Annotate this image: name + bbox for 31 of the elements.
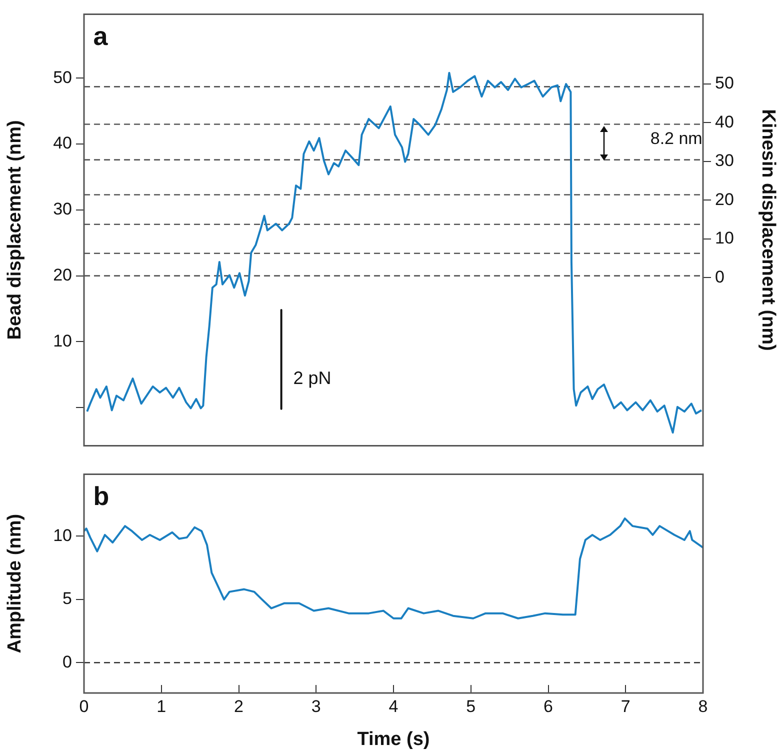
x-tick-label: 0 <box>79 696 89 716</box>
y-tick-label: 10 <box>53 526 72 545</box>
x-tick-label: 2 <box>234 696 244 716</box>
x-tick-label: 8 <box>698 696 708 716</box>
y2-tick-label: 30 <box>715 151 734 170</box>
x-axis-title: Time (s) <box>357 728 430 750</box>
annotation: 2 pN <box>293 368 332 390</box>
y-tick-label: 5 <box>62 589 72 608</box>
x-tick-label: 3 <box>311 696 321 716</box>
y2-tick-label: 40 <box>715 112 734 132</box>
y-tick-label: 0 <box>62 652 72 672</box>
x-tick-label: 7 <box>620 696 630 716</box>
y2-tick-label: 50 <box>715 74 734 93</box>
y-tick-label: 20 <box>53 265 72 284</box>
y2-axis-title: Kinesin displacement (nm) <box>757 109 778 351</box>
y2-tick-label: 0 <box>715 267 724 286</box>
annotation: b <box>93 480 110 512</box>
y-axis-title: Bead displacement (nm) <box>4 120 26 340</box>
y-tick-label: 50 <box>53 68 72 87</box>
x-tick-label: 6 <box>544 696 553 716</box>
annotation: a <box>93 20 108 52</box>
x-tick-label: 4 <box>388 696 398 716</box>
y2-tick-label: 10 <box>715 228 734 248</box>
y2-tick-label: 20 <box>715 190 734 209</box>
annotation: 8.2 nm <box>650 128 702 149</box>
y-axis-title: Amplitude (nm) <box>4 514 26 654</box>
x-tick-label: 1 <box>156 696 166 716</box>
x-tick-label: 5 <box>466 696 476 716</box>
y-tick-label: 10 <box>53 331 72 350</box>
y-tick-label: 30 <box>53 200 72 219</box>
y-tick-label: 40 <box>53 134 72 153</box>
